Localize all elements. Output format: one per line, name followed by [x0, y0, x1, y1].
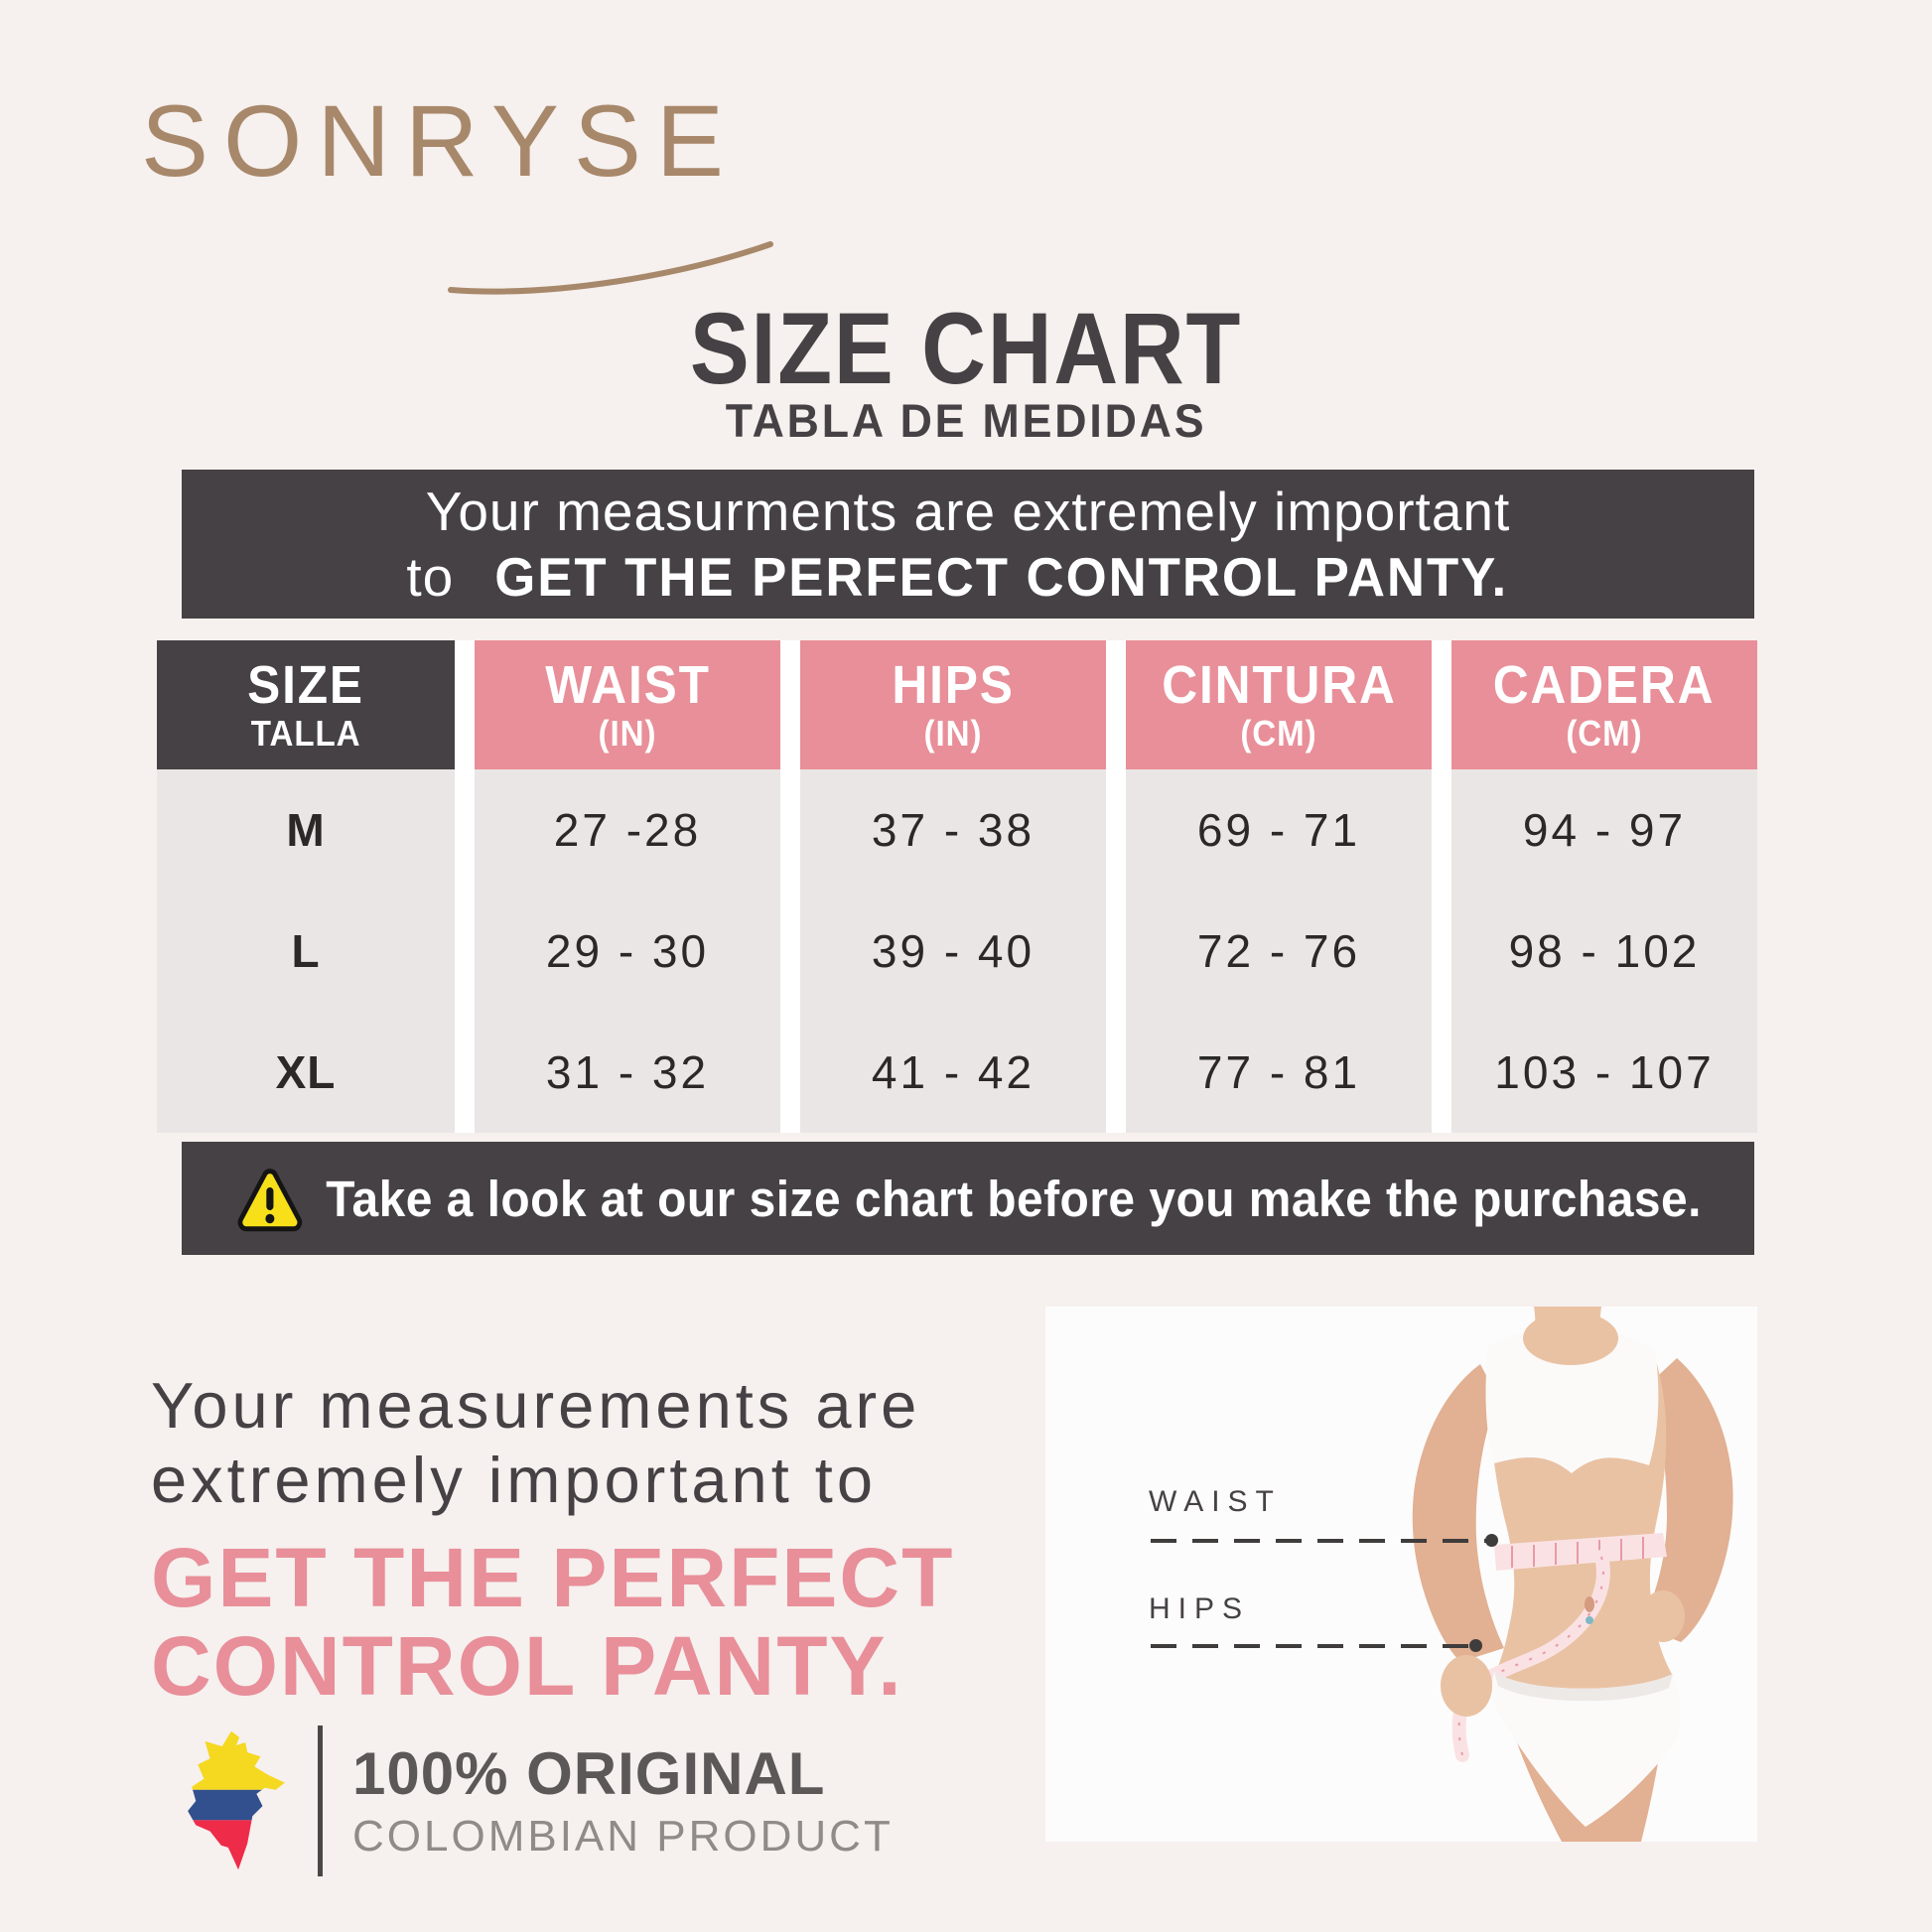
woman-measuring-waist-illustration — [1045, 1307, 1757, 1842]
table-cell-size-xl: XL — [275, 1046, 337, 1098]
measurement-figure-panel: WAIST HIPS — [1045, 1307, 1757, 1842]
size-table-column-cintura: CINTURA (CM) 69 - 71 72 - 76 77 - 81 — [1126, 640, 1432, 1133]
header-sublabel: (IN) — [598, 713, 657, 755]
origin-subtitle: COLOMBIAN PRODUCT — [352, 1811, 894, 1861]
intro-banner-line1: Your measurments are extremely important — [425, 481, 1511, 542]
table-cell: 103 - 107 — [1494, 1046, 1715, 1098]
table-header-hips: HIPS (IN) — [800, 640, 1106, 769]
waist-label: WAIST — [1149, 1485, 1282, 1518]
brand-logo-text: SONRYSE — [141, 84, 739, 198]
waist-pointer-line — [1151, 1534, 1498, 1547]
table-header-cadera: CADERA (CM) — [1451, 640, 1757, 769]
table-cell: 69 - 71 — [1196, 804, 1361, 856]
intro-banner-line2: to GET THE PERFECT CONTROL PANTY. — [406, 544, 1529, 610]
origin-badge: 100% ORIGINAL COLOMBIAN PRODUCT — [181, 1716, 894, 1886]
table-cell: 77 - 81 — [1196, 1046, 1361, 1098]
note-line4: CONTROL PANTY. — [151, 1618, 903, 1713]
header-label: CINTURA — [1161, 654, 1397, 715]
intro-banner: Your measurments are extremely important… — [182, 470, 1754, 619]
table-header-size: SIZE TALLA — [157, 640, 455, 769]
measurement-note: Your measurements are extremely importan… — [151, 1368, 954, 1711]
warning-banner: Take a look at our size chart before you… — [182, 1142, 1754, 1255]
table-cell: 98 - 102 — [1508, 925, 1701, 977]
table-cell: 39 - 40 — [871, 925, 1035, 977]
table-cell: 72 - 76 — [1196, 925, 1361, 977]
table-cell: 94 - 97 — [1522, 804, 1687, 856]
origin-title: 100% ORIGINAL — [352, 1739, 826, 1807]
table-cell-size-l: L — [291, 925, 321, 977]
table-cell: 29 - 30 — [545, 925, 710, 977]
brand-logo: SONRYSE — [141, 83, 773, 295]
table-header-waist: WAIST (IN) — [475, 640, 780, 769]
size-table-column-hips: HIPS (IN) 37 - 38 39 - 40 41 - 42 — [800, 640, 1106, 1133]
table-header-cintura: CINTURA (CM) — [1126, 640, 1432, 769]
size-table-column-cadera: CADERA (CM) 94 - 97 98 - 102 103 - 107 — [1451, 640, 1757, 1133]
page-title: SIZE CHART — [689, 292, 1243, 405]
header-label: SIZE — [247, 654, 364, 715]
header-sublabel: (CM) — [1566, 713, 1643, 755]
colombia-map-icon — [188, 1730, 285, 1870]
intro-banner-line2-bold: GET THE PERFECT CONTROL PANTY. — [494, 546, 1509, 608]
table-cell-size-m: M — [286, 804, 326, 856]
intro-banner-line2-prefix: to — [406, 546, 455, 608]
header-label: WAIST — [544, 654, 711, 715]
note-line1: Your measurements are — [151, 1369, 921, 1442]
origin-divider — [318, 1725, 323, 1876]
note-line2: extremely important to — [151, 1444, 878, 1517]
header-label: CADERA — [1493, 654, 1716, 715]
size-table: SIZE TALLA M L XL WAIST (IN) 27 -28 29 -… — [157, 640, 1757, 1133]
table-cell: 27 -28 — [553, 804, 702, 856]
header-sublabel: (IN) — [923, 713, 983, 755]
note-line3: GET THE PERFECT — [151, 1530, 955, 1624]
header-label: HIPS — [892, 654, 1015, 715]
table-cell: 31 - 32 — [545, 1046, 710, 1098]
size-table-column-size: SIZE TALLA M L XL — [157, 640, 455, 1133]
logo-swoosh-icon — [448, 241, 773, 295]
header-sublabel: (CM) — [1240, 713, 1317, 755]
header-sublabel: TALLA — [250, 713, 361, 755]
page-subtitle: TABLA DE MEDIDAS — [725, 394, 1207, 447]
warning-triangle-icon — [237, 1169, 303, 1232]
warning-banner-text: Take a look at our size chart before you… — [326, 1170, 1702, 1227]
table-cell: 41 - 42 — [871, 1046, 1035, 1098]
size-table-column-waist: WAIST (IN) 27 -28 29 - 30 31 - 32 — [475, 640, 780, 1133]
hips-pointer-line — [1151, 1639, 1482, 1652]
hips-label: HIPS — [1149, 1592, 1251, 1625]
table-cell: 37 - 38 — [871, 804, 1035, 856]
